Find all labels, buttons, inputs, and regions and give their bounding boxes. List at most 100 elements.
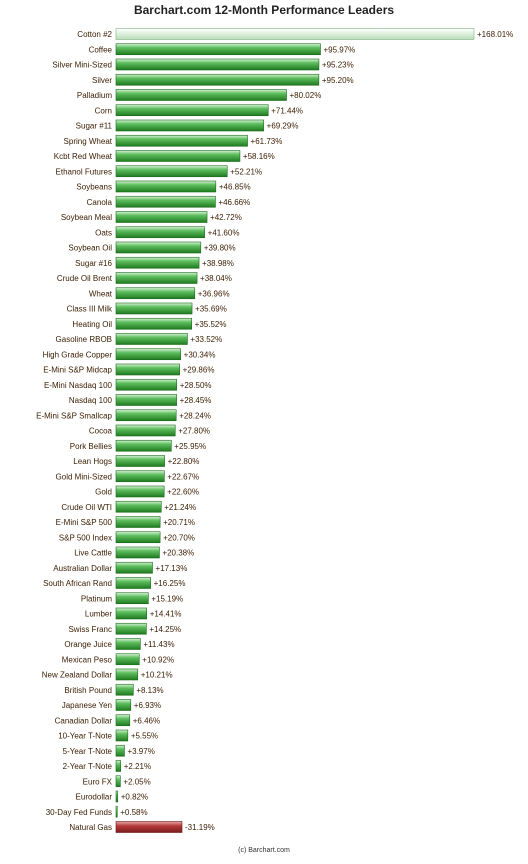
bar (115, 775, 121, 788)
category-label: Japanese Yen (62, 701, 112, 710)
bar (115, 89, 287, 101)
category-label: 30-Day Fed Funds (46, 808, 112, 817)
value-label: +2.05% (123, 777, 150, 786)
bar (115, 439, 172, 452)
value-label: +27.80% (178, 427, 210, 436)
value-label: +15.19% (151, 594, 183, 603)
value-label: +95.20% (322, 76, 354, 85)
category-label: 10-Year T-Note (58, 732, 112, 741)
bar (115, 577, 151, 589)
bar (115, 333, 188, 345)
bar (115, 28, 475, 40)
value-label: +0.58% (120, 808, 147, 817)
value-label: +5.55% (131, 732, 158, 741)
value-label: +95.23% (322, 61, 354, 70)
value-label: +29.86% (183, 366, 215, 375)
value-label: +10.21% (141, 671, 173, 680)
category-label: Lean Hogs (73, 457, 112, 466)
value-label: +33.52% (190, 335, 222, 344)
bar (115, 226, 205, 239)
bar (115, 531, 161, 544)
value-label: +42.72% (210, 213, 242, 222)
category-label: Gasoline RBOB (56, 335, 112, 344)
bar (115, 470, 165, 483)
category-label: Lumber (85, 610, 112, 619)
value-label: +0.82% (121, 793, 148, 802)
value-label: +6.93% (134, 701, 161, 710)
value-label: +58.16% (243, 152, 275, 161)
bar (115, 43, 321, 56)
category-label: Natural Gas (69, 823, 112, 832)
category-label: Soybean Oil (68, 244, 112, 253)
bar (115, 363, 180, 376)
chart-title: Barchart.com 12-Month Performance Leader… (133, 3, 395, 17)
value-label: +39.80% (204, 244, 236, 253)
bar (115, 714, 131, 727)
bar (115, 104, 269, 117)
value-label: +46.85% (219, 183, 251, 192)
bar (115, 729, 129, 742)
value-label: +168.01% (477, 30, 513, 39)
category-label: Ethanol Futures (56, 167, 112, 176)
bar (115, 287, 196, 300)
bar (115, 165, 228, 178)
bar (115, 607, 148, 620)
bar (115, 256, 200, 269)
bar (115, 790, 119, 803)
value-label: +38.04% (200, 274, 232, 283)
bar (115, 119, 264, 132)
category-label: Cocoa (89, 427, 113, 436)
bar (115, 394, 177, 406)
category-label: High Grade Copper (43, 350, 113, 359)
value-label: +8.13% (136, 686, 163, 695)
category-label: E-Mini S&P 500 (56, 518, 113, 527)
bar (115, 821, 183, 833)
value-label: +10.92% (142, 655, 174, 664)
category-label: S&P 500 Index (59, 533, 112, 542)
bar (115, 546, 160, 559)
category-label: New Zealand Dollar (42, 671, 113, 680)
category-label: Gold Mini-Sized (56, 472, 112, 481)
category-label: Palladium (77, 91, 112, 100)
bar (115, 378, 178, 391)
value-label: +3.97% (127, 747, 154, 756)
category-label: South African Rand (43, 579, 112, 588)
bar (115, 683, 134, 696)
category-label: Crude Oil WTI (61, 503, 112, 512)
value-label: +22.67% (167, 472, 199, 481)
bar (115, 211, 208, 223)
category-label: Euro FX (83, 777, 113, 786)
category-label: Nasdaq 100 (69, 396, 113, 405)
bar (115, 638, 141, 650)
value-label: +22.60% (167, 488, 199, 497)
category-label: Silver (92, 76, 112, 85)
bar (115, 180, 217, 193)
category-label: E-Mini S&P Midcap (43, 366, 112, 375)
category-label: Sugar #16 (75, 259, 112, 268)
value-label: +6.46% (133, 716, 160, 725)
category-label: Kcbt Red Wheat (54, 152, 113, 161)
value-label: +20.71% (163, 518, 195, 527)
bar (115, 699, 132, 711)
category-label: Silver Mini-Sized (52, 61, 112, 70)
category-label: 2-Year T-Note (63, 762, 113, 771)
bar (115, 134, 248, 147)
value-label: +21.24% (164, 503, 196, 512)
value-label: +14.25% (149, 625, 181, 634)
category-label: Swiss Franc (68, 625, 112, 634)
category-label: Live Cattle (74, 549, 112, 558)
value-label: +11.43% (143, 640, 174, 649)
value-label: +30.34% (184, 350, 216, 359)
value-label: +41.60% (208, 228, 240, 237)
value-label: +61.73% (251, 137, 283, 146)
category-label: Corn (95, 106, 112, 115)
bar (115, 622, 147, 635)
bar (115, 516, 161, 528)
category-label: E-Mini Nasdaq 100 (44, 381, 113, 390)
bar (115, 500, 162, 513)
bar (115, 561, 153, 574)
category-label: British Pound (64, 686, 112, 695)
bar (115, 317, 192, 330)
value-label: +28.45% (180, 396, 212, 405)
